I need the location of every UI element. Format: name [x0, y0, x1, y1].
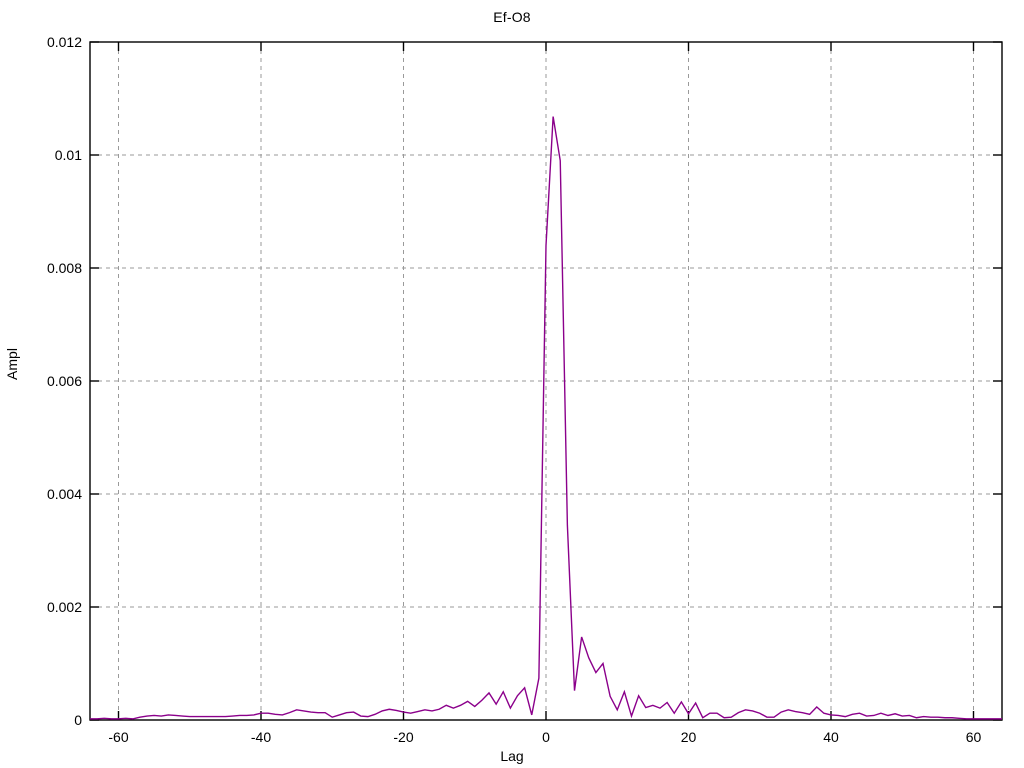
y-tick-label: 0	[74, 712, 82, 728]
y-tick-label: 0.002	[46, 599, 82, 615]
y-tick-label: 0.012	[46, 34, 82, 50]
y-tick-label: 0.008	[46, 260, 82, 276]
plot-border	[89, 41, 1003, 721]
x-tick-label: -60	[108, 729, 129, 745]
x-tick-label: 60	[965, 729, 982, 745]
y-tick-label: 0.01	[54, 147, 82, 163]
y-tick-label: 0.006	[46, 373, 82, 389]
data-series-line	[90, 116, 1002, 720]
x-tick-label: 20	[680, 729, 697, 745]
x-tick-label: -40	[250, 729, 272, 745]
x-tick-label: 40	[823, 729, 839, 745]
x-tick-label: 0	[542, 729, 550, 745]
x-tick-label: -20	[393, 729, 414, 745]
gridlines	[90, 42, 1002, 720]
chart-title: Ef-O8	[493, 9, 531, 25]
x-axis-label: Lag	[500, 748, 524, 764]
y-tick-label: 0.004	[46, 486, 82, 502]
